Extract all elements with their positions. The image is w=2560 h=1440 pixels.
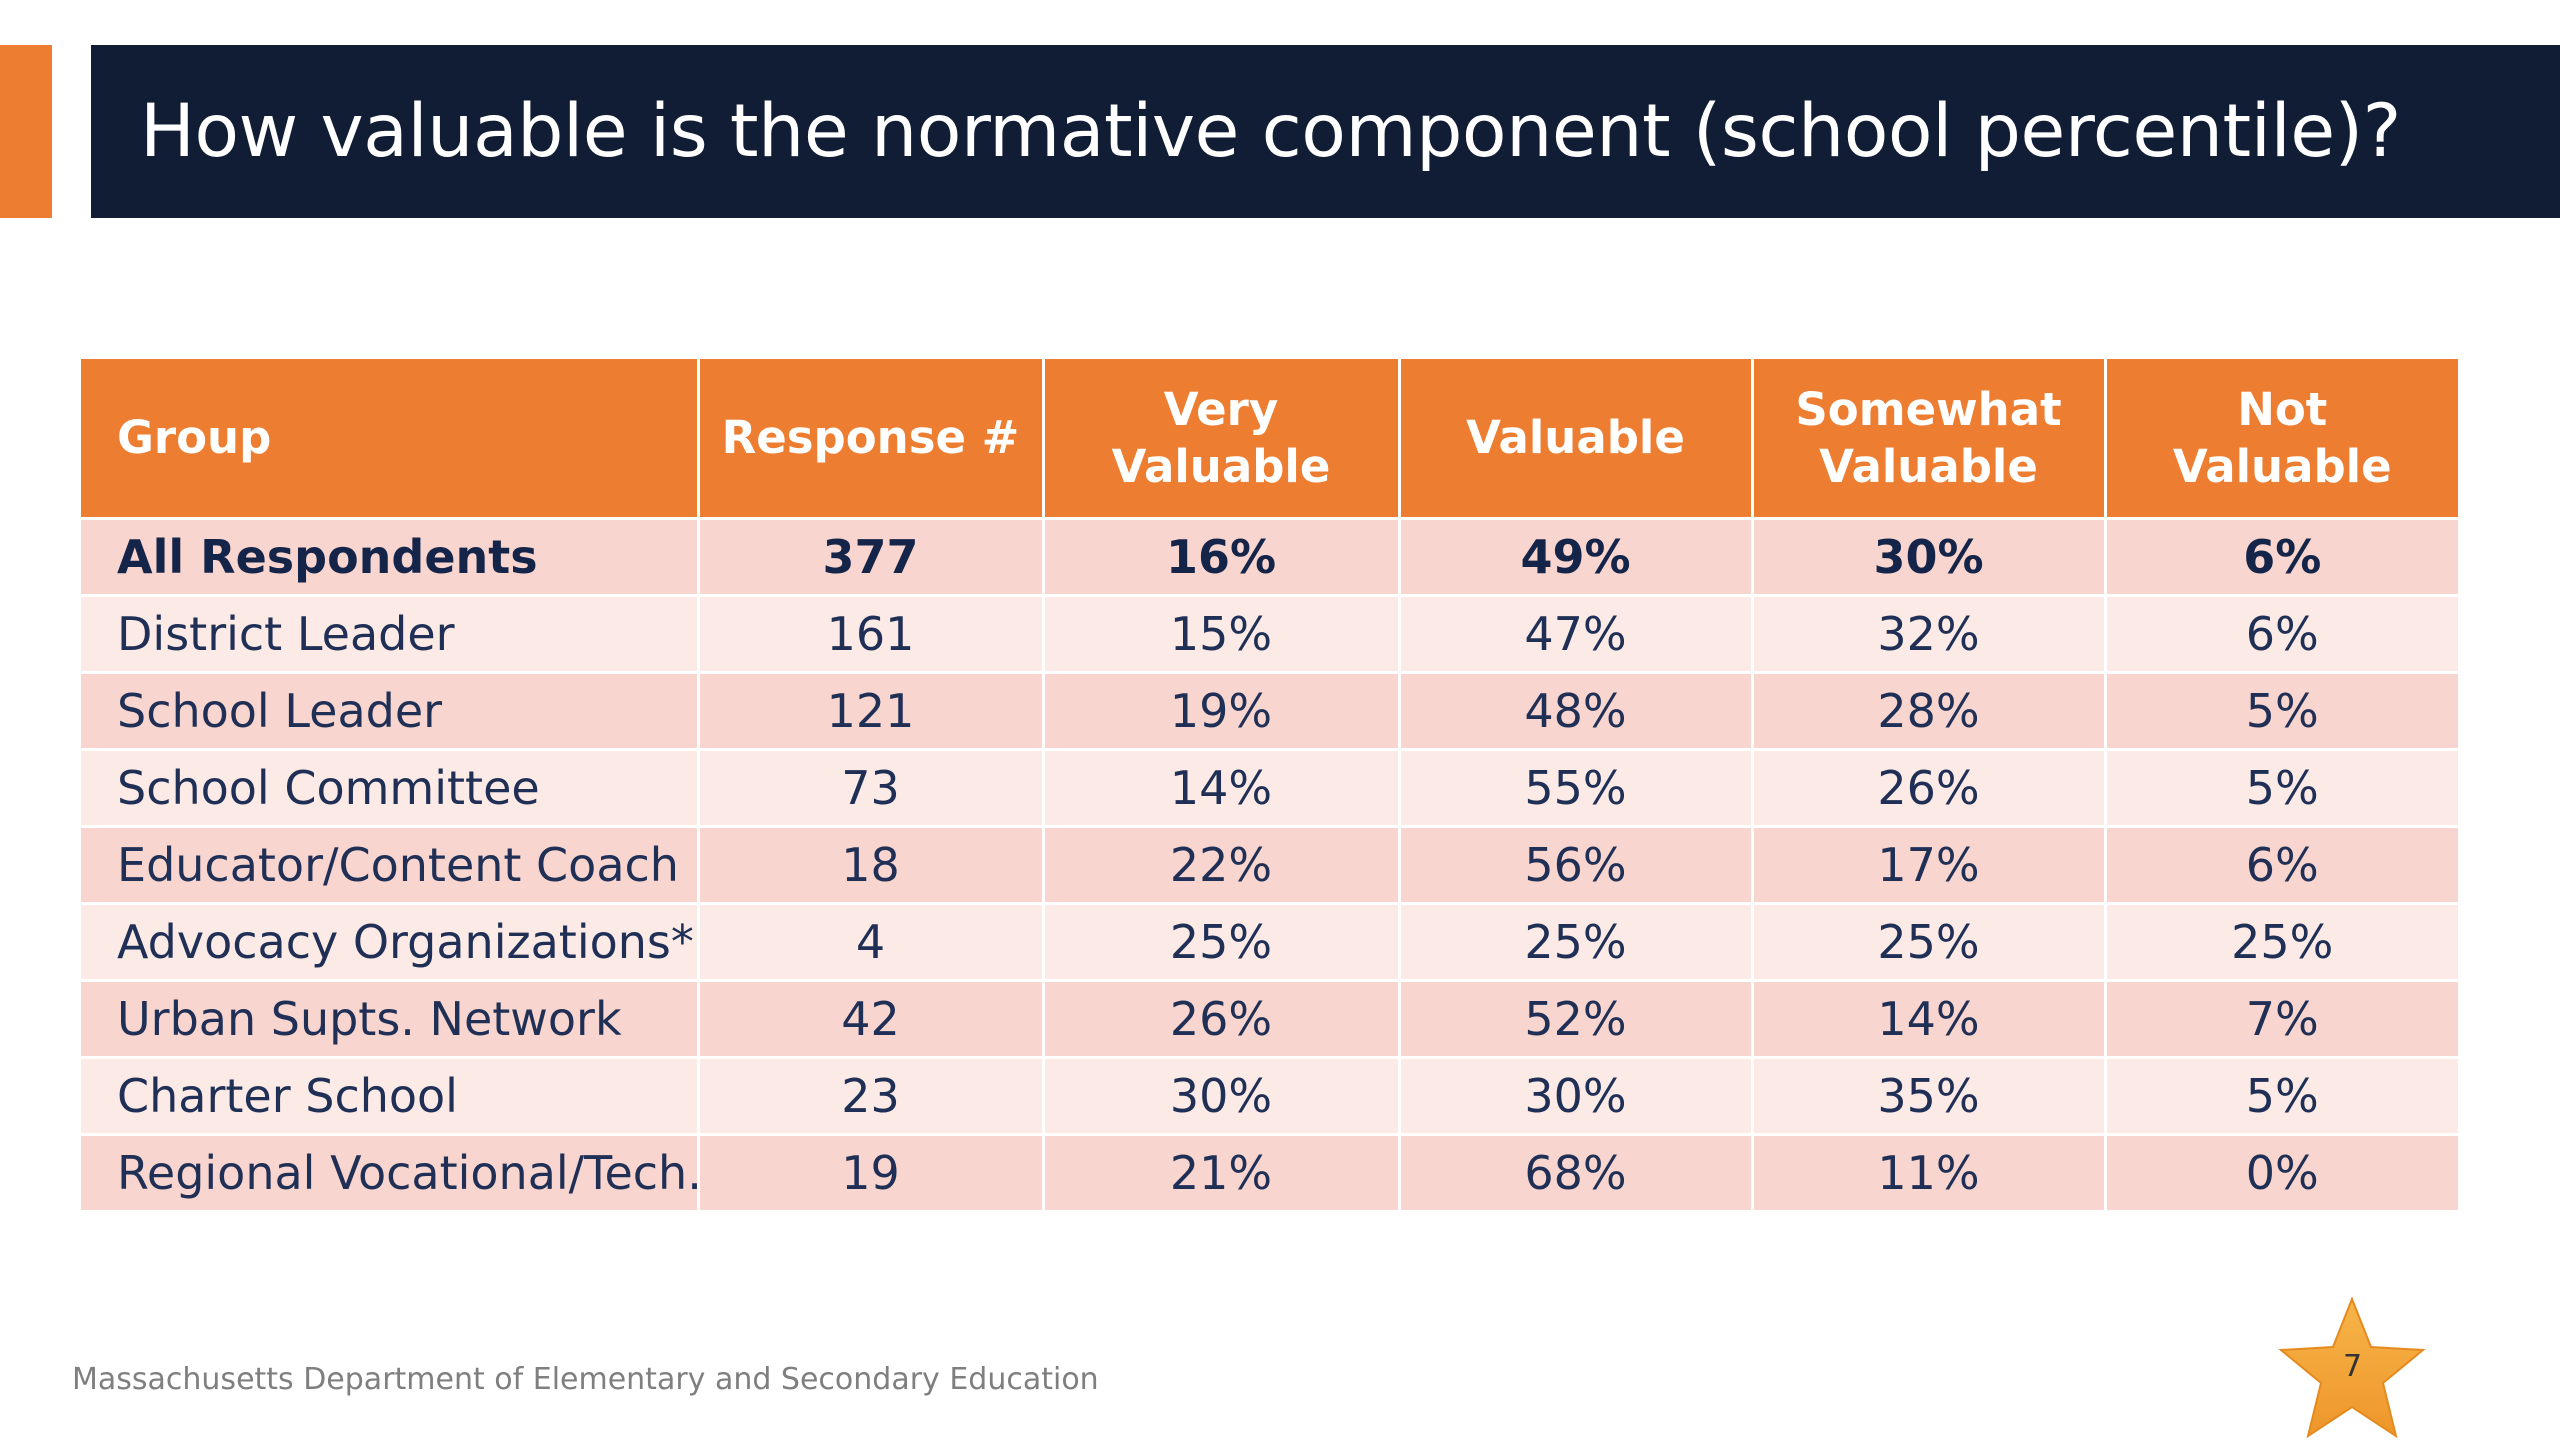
table-row: Urban Supts. Network 42 26% 52% 14% 7% [81, 980, 2458, 1059]
header-somewhat-valuable-line2: Valuable [1819, 439, 2038, 493]
cell-valuable: 55% [1399, 749, 1754, 828]
header-not-valuable-line1: Not [2237, 382, 2328, 436]
cell-group: Urban Supts. Network [81, 980, 700, 1059]
cell-somewhat-valuable: 14% [1752, 980, 2107, 1059]
header-group: Group [81, 359, 700, 520]
title-bar: How valuable is the normative component … [91, 45, 2560, 218]
cell-not-valuable: 25% [2105, 903, 2458, 982]
table-row: District Leader 161 15% 47% 32% 6% [81, 595, 2458, 674]
cell-valuable: 68% [1399, 1134, 1754, 1213]
cell-group: All Respondents [81, 518, 700, 597]
cell-group: District Leader [81, 595, 700, 674]
page-number-badge: 7 [2275, 1295, 2430, 1440]
cell-valuable: 47% [1399, 595, 1754, 674]
table-row-all-respondents: All Respondents 377 16% 49% 30% 6% [81, 518, 2458, 597]
star-icon [2278, 1296, 2426, 1439]
header-very-valuable-line1: Very [1163, 382, 1279, 436]
cell-response: 73 [698, 749, 1045, 828]
survey-results-table: Group Response # Very Valuable Valuable … [81, 359, 2458, 1213]
title-accent-bar [0, 45, 52, 218]
table-row: School Leader 121 19% 48% 28% 5% [81, 672, 2458, 751]
cell-somewhat-valuable: 26% [1752, 749, 2107, 828]
cell-somewhat-valuable: 11% [1752, 1134, 2107, 1213]
header-very-valuable: Very Valuable [1043, 359, 1401, 520]
cell-very-valuable: 19% [1043, 672, 1401, 751]
header-valuable: Valuable [1399, 359, 1754, 520]
table-row: School Committee 73 14% 55% 26% 5% [81, 749, 2458, 828]
cell-group: Educator/Content Coach [81, 826, 700, 905]
cell-very-valuable: 26% [1043, 980, 1401, 1059]
cell-somewhat-valuable: 35% [1752, 1057, 2107, 1136]
header-somewhat-valuable: Somewhat Valuable [1752, 359, 2107, 520]
cell-not-valuable: 6% [2105, 518, 2458, 597]
cell-response: 377 [698, 518, 1045, 597]
cell-very-valuable: 30% [1043, 1057, 1401, 1136]
header-response: Response # [698, 359, 1045, 520]
cell-valuable: 49% [1399, 518, 1754, 597]
cell-valuable: 52% [1399, 980, 1754, 1059]
table-row: Charter School 23 30% 30% 35% 5% [81, 1057, 2458, 1136]
cell-response: 4 [698, 903, 1045, 982]
cell-somewhat-valuable: 17% [1752, 826, 2107, 905]
cell-response: 161 [698, 595, 1045, 674]
cell-very-valuable: 16% [1043, 518, 1401, 597]
cell-response: 42 [698, 980, 1045, 1059]
cell-valuable: 25% [1399, 903, 1754, 982]
cell-group: Advocacy Organizations* [81, 903, 700, 982]
cell-not-valuable: 0% [2105, 1134, 2458, 1213]
cell-group: Charter School [81, 1057, 700, 1136]
header-not-valuable-line2: Valuable [2172, 439, 2392, 493]
footer-organization: Massachusetts Department of Elementary a… [72, 1362, 1099, 1397]
table-row: Regional Vocational/Tech. 19 21% 68% 11%… [81, 1134, 2458, 1213]
cell-group: School Committee [81, 749, 700, 828]
cell-somewhat-valuable: 30% [1752, 518, 2107, 597]
table-row: Advocacy Organizations* 4 25% 25% 25% 25… [81, 903, 2458, 982]
cell-somewhat-valuable: 32% [1752, 595, 2107, 674]
cell-valuable: 56% [1399, 826, 1754, 905]
slide-title: How valuable is the normative component … [140, 89, 2401, 174]
table-row: Educator/Content Coach 18 22% 56% 17% 6% [81, 826, 2458, 905]
page-number: 7 [2342, 1349, 2363, 1384]
header-not-valuable: Not Valuable [2105, 359, 2458, 520]
cell-very-valuable: 22% [1043, 826, 1401, 905]
cell-response: 19 [698, 1134, 1045, 1213]
cell-valuable: 48% [1399, 672, 1754, 751]
cell-very-valuable: 25% [1043, 903, 1401, 982]
table-header-row: Group Response # Very Valuable Valuable … [81, 359, 2458, 520]
cell-group: School Leader [81, 672, 700, 751]
cell-not-valuable: 5% [2105, 1057, 2458, 1136]
cell-not-valuable: 7% [2105, 980, 2458, 1059]
cell-very-valuable: 14% [1043, 749, 1401, 828]
cell-not-valuable: 5% [2105, 749, 2458, 828]
cell-somewhat-valuable: 28% [1752, 672, 2107, 751]
cell-very-valuable: 15% [1043, 595, 1401, 674]
cell-response: 18 [698, 826, 1045, 905]
cell-very-valuable: 21% [1043, 1134, 1401, 1213]
cell-not-valuable: 6% [2105, 826, 2458, 905]
cell-not-valuable: 5% [2105, 672, 2458, 751]
cell-valuable: 30% [1399, 1057, 1754, 1136]
cell-group: Regional Vocational/Tech. [81, 1134, 702, 1213]
cell-somewhat-valuable: 25% [1752, 903, 2107, 982]
header-very-valuable-line2: Valuable [1111, 439, 1331, 493]
cell-not-valuable: 6% [2105, 595, 2458, 674]
cell-response: 121 [698, 672, 1045, 751]
cell-response: 23 [698, 1057, 1045, 1136]
header-somewhat-valuable-line1: Somewhat [1795, 382, 2062, 436]
